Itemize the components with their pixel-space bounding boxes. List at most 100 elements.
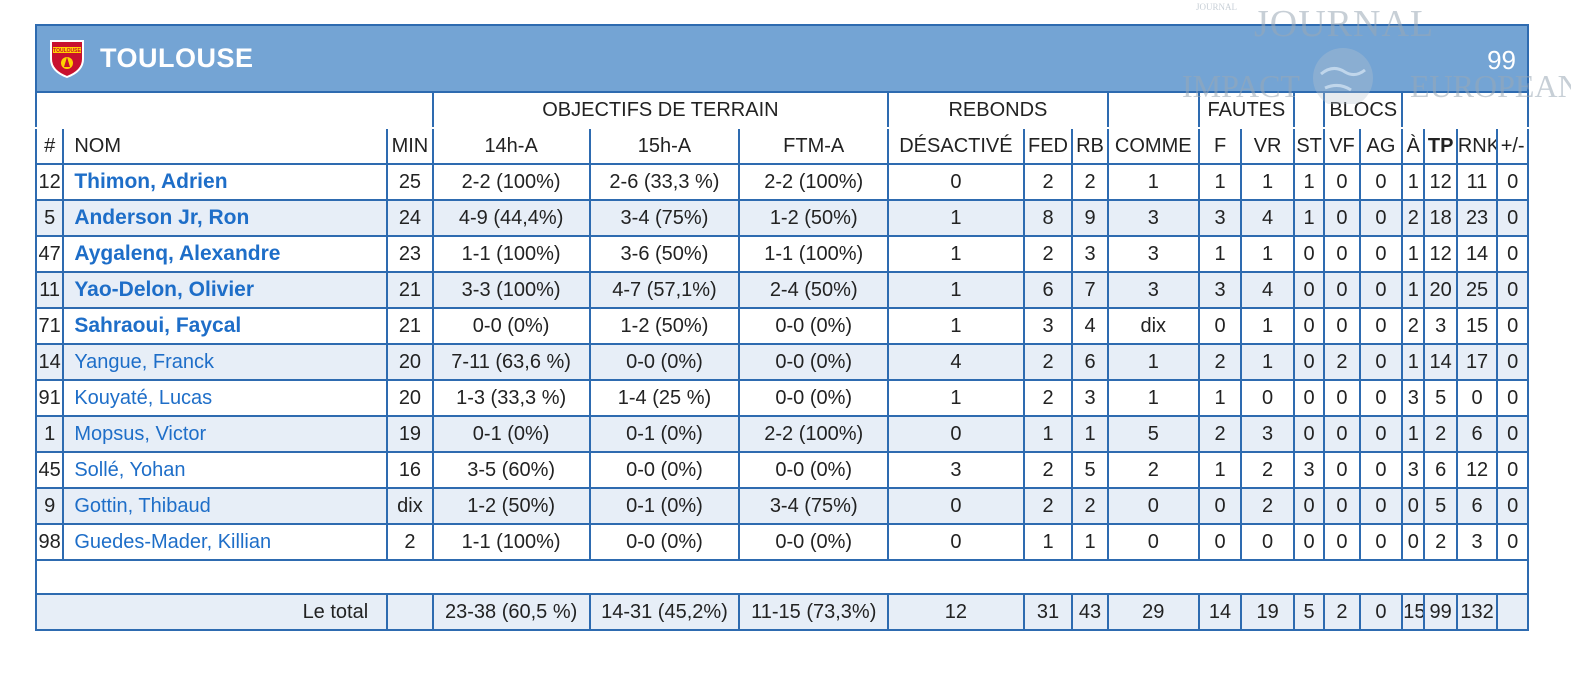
player-number: 1: [34, 415, 65, 453]
player-name-cell: Sahraoui, Faycal: [62, 307, 389, 345]
stat-ast: dix: [1106, 307, 1200, 345]
team-name: TOULOUSE: [100, 43, 254, 73]
group-empty-st: [1292, 91, 1326, 129]
player-name-link[interactable]: Sollé, Yohan: [74, 458, 186, 481]
stat-off: 4: [887, 343, 1025, 381]
total-st: 5: [1292, 593, 1326, 631]
stat-off: 0: [887, 523, 1025, 561]
stat-fg2: 0-0 (0%): [431, 307, 591, 345]
table-row: 47 Aygalenq, Alexandre 23 1-1 (100%) 3-6 (50…: [34, 235, 1529, 273]
team-header-row: TOULOUSE TOULOUSE 99: [35, 24, 1529, 93]
team-header: TOULOUSE TOULOUSE 99: [35, 24, 1529, 93]
player-name-link[interactable]: Thimon, Adrien: [74, 170, 228, 193]
col-name-header: NOM: [62, 127, 389, 165]
stat-blk: 0: [1358, 271, 1404, 309]
player-number: 45: [34, 451, 65, 489]
player-name-cell: Mopsus, Victor: [62, 415, 389, 453]
player-name-link[interactable]: Yangue, Franck: [74, 350, 215, 373]
stat-ft: 2-2 (100%): [738, 415, 890, 453]
stat-fd: 0: [1240, 523, 1295, 561]
player-number: 91: [34, 379, 65, 417]
stat-fg2: 1-1 (100%): [431, 235, 591, 273]
stat-rnk: 12: [1455, 451, 1499, 489]
stat-rb: 7: [1071, 271, 1109, 309]
stat-fg3: 1-2 (50%): [588, 307, 741, 345]
col-3pt-header: 15h-A: [588, 127, 741, 165]
stat-ba: 1: [1401, 271, 1426, 309]
stat-pm: 0: [1496, 379, 1529, 417]
stat-off: 0: [887, 163, 1025, 201]
stat-rb: 2: [1071, 163, 1109, 201]
stat-pts: 18: [1423, 199, 1458, 237]
stat-fd: 1: [1240, 163, 1295, 201]
stat-fg3: 0-0 (0%): [588, 343, 741, 381]
stat-def: 2: [1022, 343, 1074, 381]
stat-pm: 0: [1496, 163, 1529, 201]
col-plus-minus-header: +/-: [1496, 127, 1529, 165]
stat-fg3: 0-1 (0%): [588, 487, 741, 525]
stat-st: 0: [1292, 271, 1326, 309]
col-min-header: MIN: [386, 127, 434, 165]
stat-ft: 0-0 (0%): [738, 343, 890, 381]
col-num-header: #: [34, 127, 65, 165]
group-blocks: BLOCS: [1323, 91, 1404, 129]
table-row: 1 Mopsus, Victor 19 0-1 (0%) 0-1 (0%) 2-2 (10…: [34, 415, 1529, 453]
player-name-link[interactable]: Gottin, Thibaud: [74, 494, 211, 517]
stat-pf: 1: [1197, 235, 1243, 273]
player-name-link[interactable]: Mopsus, Victor: [74, 422, 207, 445]
stat-def: 2: [1022, 451, 1074, 489]
stat-fg2: 7-11 (63,6 %): [431, 343, 591, 381]
stat-st: 0: [1292, 415, 1326, 453]
table-row: 71 Sahraoui, Faycal 21 0-0 (0%) 1-2 (50%) 0-0…: [34, 307, 1529, 345]
stat-rnk: 3: [1455, 523, 1499, 561]
stat-fg2: 3-3 (100%): [431, 271, 591, 309]
total-fg2: 23-38 (60,5 %): [431, 593, 591, 631]
stat-off: 1: [887, 235, 1025, 273]
stat-fd: 2: [1240, 487, 1295, 525]
stat-pm: 0: [1496, 415, 1529, 453]
stat-pts: 6: [1423, 451, 1458, 489]
stat-pts: 12: [1423, 163, 1458, 201]
player-name-link[interactable]: Guedes-Mader, Killian: [74, 530, 272, 553]
spacer-row: [35, 559, 1529, 595]
player-number: 12: [34, 163, 65, 201]
stat-off: 1: [887, 199, 1025, 237]
stat-pf: 1: [1197, 163, 1243, 201]
stat-st: 0: [1292, 379, 1326, 417]
stat-rnk: 14: [1455, 235, 1499, 273]
player-name-link[interactable]: Aygalenq, Alexandre: [74, 242, 281, 265]
stat-fg2: 2-2 (100%): [431, 163, 591, 201]
stat-def: 2: [1022, 163, 1074, 201]
stat-rnk: 6: [1455, 415, 1499, 453]
stat-pm: 0: [1496, 343, 1529, 381]
stat-pts: 3: [1423, 307, 1458, 345]
stat-ast: 2: [1106, 451, 1200, 489]
col-reb-header: RB: [1071, 127, 1109, 165]
stat-pts: 2: [1423, 523, 1458, 561]
stat-def: 1: [1022, 523, 1074, 561]
col-blocks-header: AG: [1358, 127, 1404, 165]
player-number: 47: [34, 235, 65, 273]
box-score-table: TOULOUSE TOULOUSE 99 OBJECTIFS DE TERRAI…: [34, 24, 1529, 631]
stat-pf: 3: [1197, 271, 1243, 309]
totals-label: Le total: [34, 593, 389, 631]
player-name-link[interactable]: Anderson Jr, Ron: [74, 206, 250, 229]
stat-fg3: 0-0 (0%): [588, 451, 741, 489]
stat-fg3: 3-6 (50%): [588, 235, 741, 273]
total-ast: 29: [1106, 593, 1200, 631]
stat-st: 0: [1292, 235, 1326, 273]
stat-fd: 4: [1240, 271, 1295, 309]
player-name-link[interactable]: Yao-Delon, Olivier: [74, 278, 255, 301]
player-number: 11: [34, 271, 65, 309]
player-name-link[interactable]: Sahraoui, Faycal: [74, 314, 242, 337]
stat-rnk: 25: [1455, 271, 1499, 309]
group-header-row: OBJECTIFS DE TERRAIN REBONDS FAUTES BLOC…: [35, 91, 1529, 129]
player-name-link[interactable]: Kouyaté, Lucas: [74, 386, 213, 409]
group-field-goals: OBJECTIFS DE TERRAIN: [431, 91, 890, 129]
stat-min: 2: [386, 523, 434, 561]
stat-pm: 0: [1496, 487, 1529, 525]
total-min: [386, 593, 434, 631]
watermark-small-text: JOURNAL: [1196, 2, 1238, 12]
stat-rb: 5: [1071, 451, 1109, 489]
table-row: 98 Guedes-Mader, Killian 2 1-1 (100%) 0-0 (0…: [34, 523, 1529, 561]
